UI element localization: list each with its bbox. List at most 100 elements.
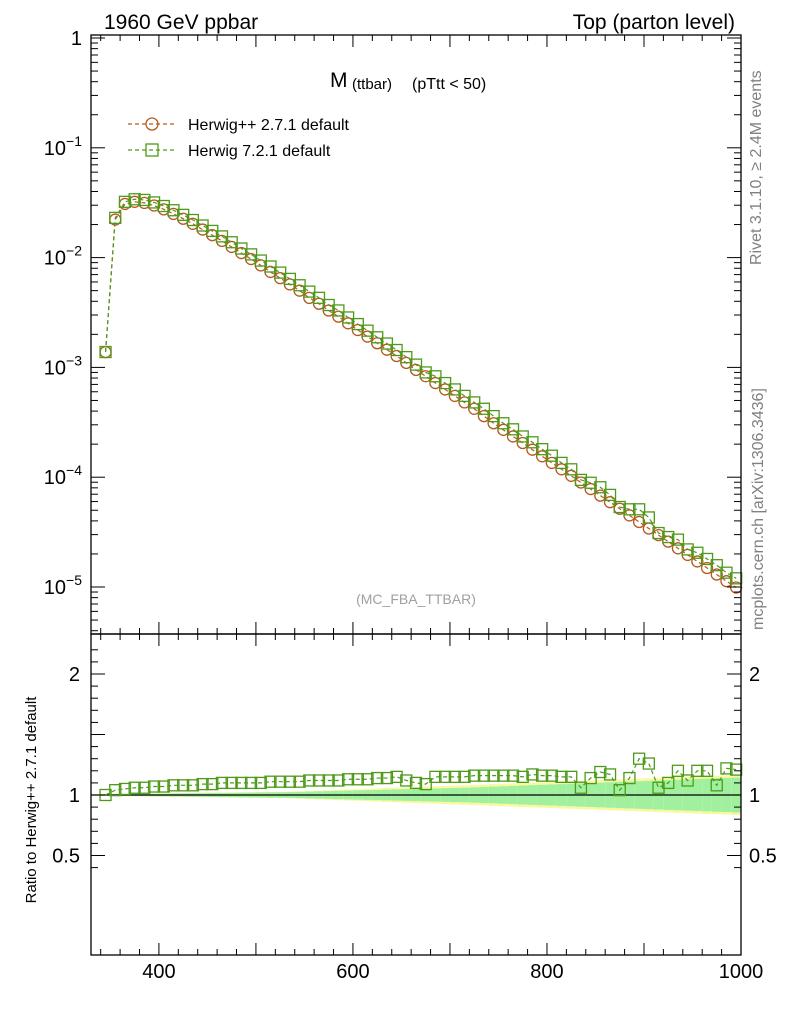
point-herwigpp (516, 436, 529, 450)
ratio-point-herwig7 (186, 779, 200, 792)
point-herwig7 (623, 503, 636, 516)
legend: Herwig++ 2.7.1 default Herwig 7.2.1 defau… (128, 117, 350, 160)
point-herwigpp (535, 450, 549, 463)
ratio-point-herwig7 (409, 776, 423, 790)
ratio-point-herwig7 (468, 769, 481, 782)
point-herwig7 (691, 546, 704, 559)
ratio-point-herwig7 (555, 770, 568, 783)
ratio-point-herwig7 (371, 771, 384, 785)
ratio-y-tick-label-right: 1 (749, 785, 760, 807)
ratio-point-herwig7 (138, 781, 151, 794)
point-herwig7 (341, 311, 355, 324)
point-herwig7 (371, 331, 384, 344)
ratio-point-herwig7 (652, 781, 665, 794)
ratio-point-herwig7 (400, 774, 413, 787)
point-herwig7 (565, 463, 578, 476)
ratio-point-herwig7 (332, 774, 345, 787)
ratio-point-herwig7 (700, 764, 714, 777)
ratio-y-tick-label: 0.5 (52, 846, 80, 868)
point-herwigpp (584, 482, 597, 496)
ratio-point-herwig7 (118, 782, 132, 796)
ratio-point-herwig7 (351, 773, 364, 786)
point-herwig7 (225, 236, 238, 249)
ratio-point-herwig7 (497, 769, 510, 782)
ratio-point-herwig7 (535, 769, 549, 782)
ratio-point-herwig7 (691, 764, 704, 777)
ratio-point-herwig7 (477, 769, 491, 782)
point-herwigpp (448, 389, 461, 403)
point-herwig7 (419, 366, 432, 379)
series-line-herwig7 (104, 198, 737, 579)
header-right: Top (parton level) (573, 11, 735, 34)
point-herwigpp (545, 456, 558, 470)
point-herwigpp (710, 568, 723, 581)
point-herwig7 (468, 396, 481, 409)
point-herwigpp (594, 489, 607, 502)
ratio-point-herwig7 (109, 784, 122, 797)
point-herwigpp (332, 310, 345, 323)
ratio-point-herwig7 (380, 771, 394, 785)
point-herwig7 (283, 272, 297, 286)
ratio-point-herwig7 (487, 769, 500, 782)
ratio-point-herwig7 (225, 776, 238, 790)
x-tick-label: 800 (530, 961, 563, 983)
point-herwigpp (526, 443, 539, 456)
series-line-herwigpp (104, 201, 737, 588)
ratio-point-herwig7 (720, 762, 733, 775)
main-series (99, 193, 743, 594)
point-herwig7 (400, 350, 413, 364)
ratio-ylabel: Ratio to Herwig++ 2.7.1 default (23, 696, 40, 904)
point-herwig7 (118, 195, 132, 208)
point-herwigpp (468, 402, 481, 415)
ratio-y-tick-label: 2 (69, 664, 80, 686)
ratio-point-herwig7 (312, 774, 326, 787)
ratio-point-herwig7 (458, 770, 471, 783)
ratio-series (99, 752, 743, 802)
ratio-point-herwig7 (147, 780, 161, 793)
ratio-point-herwig7 (574, 781, 588, 794)
point-herwig7 (429, 370, 442, 383)
ratio-point-herwig7 (196, 777, 209, 791)
ratio-point-herwig7 (438, 770, 452, 783)
point-herwigpp (671, 542, 685, 555)
ratio-point-herwig7 (419, 777, 432, 791)
ratio-point-herwig7 (128, 781, 141, 794)
point-herwig7 (109, 211, 122, 225)
point-herwig7 (671, 533, 685, 546)
point-herwig7 (332, 304, 345, 317)
point-herwig7 (584, 476, 597, 489)
point-herwigpp (691, 555, 704, 568)
point-herwig7 (642, 511, 655, 524)
point-herwig7 (594, 481, 607, 494)
ratio-point-herwig7 (264, 775, 277, 788)
point-herwig7 (361, 324, 374, 337)
ratio-point-herwig7 (390, 770, 403, 783)
y-tick-label: 10−1 (44, 133, 82, 160)
point-herwig7 (147, 196, 161, 209)
point-herwig7 (632, 503, 646, 516)
ratio-point-herwig7 (283, 775, 297, 788)
point-herwig7 (487, 409, 500, 423)
ratio-point-herwig7 (429, 770, 442, 783)
y-tick-label: 10−4 (44, 462, 82, 489)
point-herwigpp (720, 575, 733, 588)
point-herwig7 (244, 248, 258, 261)
header-left: 1960 GeV ppbar (104, 11, 258, 34)
point-herwig7 (458, 389, 471, 403)
ratio-point-herwig7 (293, 775, 306, 788)
point-herwig7 (409, 358, 423, 371)
point-herwig7 (574, 473, 588, 487)
ratio-point-herwig7 (681, 774, 694, 787)
y-tick-label: 1 (71, 28, 82, 50)
point-herwig7 (380, 337, 394, 350)
plot-title: M (ttbar) (pTtt < 50) (330, 69, 486, 93)
y-tick-label: 10−2 (44, 243, 82, 270)
point-herwig7 (603, 488, 617, 502)
ratio-point-herwig7 (623, 771, 636, 785)
plot-title-sub: (ttbar) (352, 76, 392, 93)
point-herwig7 (438, 376, 452, 390)
ratio-point-herwig7 (545, 769, 558, 782)
point-herwig7 (351, 317, 364, 331)
rivet-label: Rivet 3.1.10, ≥ 2.4M events (748, 70, 765, 265)
